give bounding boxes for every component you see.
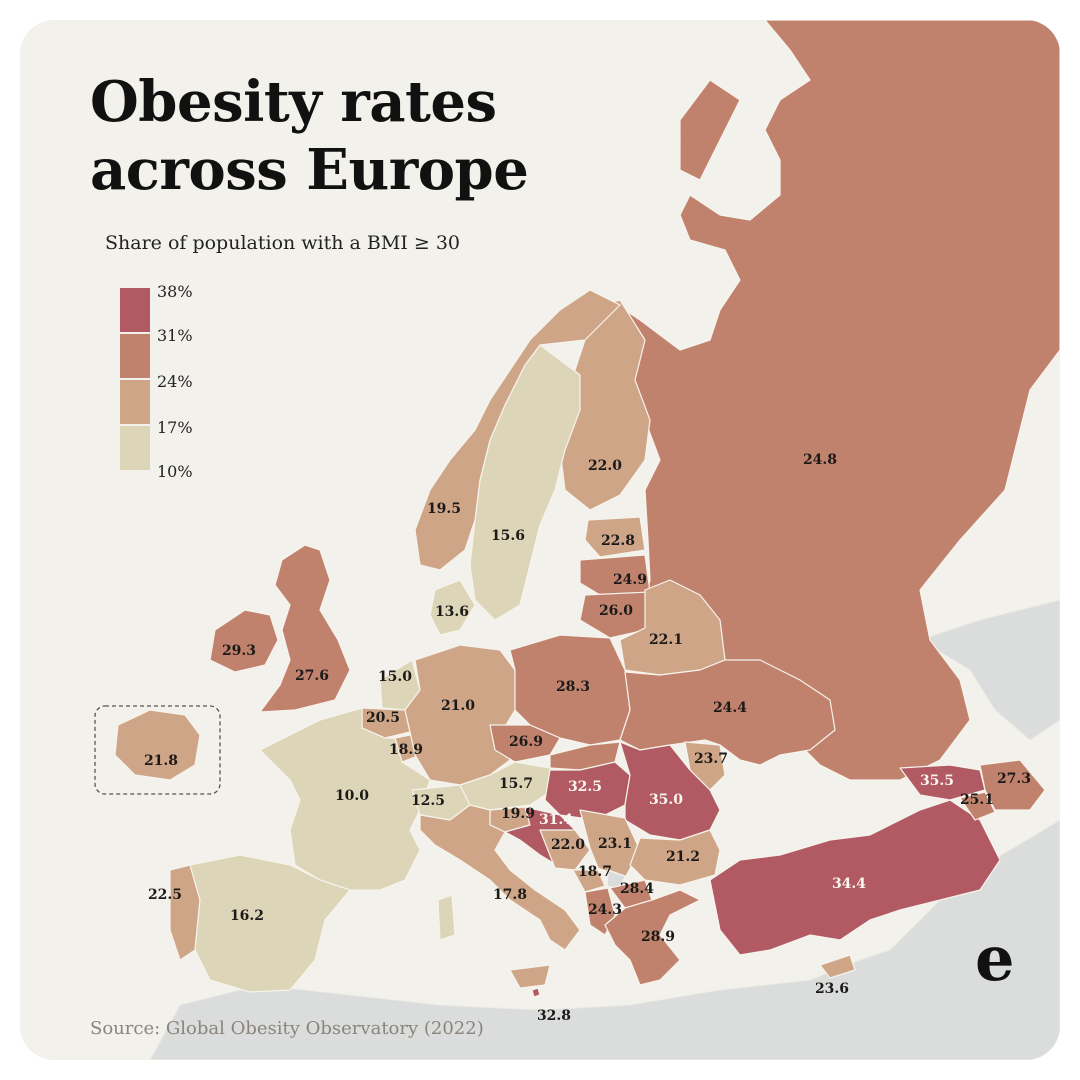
label-lithuania: 26.0 [599, 603, 633, 619]
label-croatia: 31.4 [539, 812, 573, 828]
title-line-1: Obesity rates [90, 69, 497, 135]
label-spain: 16.2 [230, 908, 264, 924]
legend-swatch-17-24 [120, 380, 150, 424]
label-azerbaijan: 27.3 [997, 771, 1031, 787]
region-montenegro[interactable] [572, 869, 606, 893]
north-africa-land [149, 819, 1060, 1060]
legend-tick-38: 38% [157, 282, 193, 301]
region-spain[interactable] [189, 854, 351, 993]
region-estonia[interactable] [584, 516, 646, 558]
legend-swatch-10-17 [120, 426, 150, 470]
region-novaya-zemlya [679, 79, 741, 181]
region-sardinia [437, 894, 456, 941]
label-moldova: 23.7 [694, 751, 728, 767]
label-norway: 19.5 [427, 501, 461, 517]
label-italy: 17.8 [493, 887, 527, 903]
region-germany[interactable] [404, 644, 516, 786]
countries [114, 20, 1060, 998]
label-austria: 15.7 [499, 776, 533, 792]
region-cyprus[interactable] [819, 954, 856, 979]
region-russia[interactable] [589, 20, 1060, 781]
region-ireland[interactable] [209, 609, 279, 673]
region-denmark[interactable] [429, 579, 476, 636]
page-title: Obesity rates across Europe [90, 68, 529, 204]
label-latvia: 24.9 [613, 572, 647, 588]
label-sweden: 15.6 [491, 528, 525, 544]
label-hungary: 32.5 [568, 779, 602, 795]
legend-swatch-31-38 [120, 288, 150, 332]
label-macedonia: 28.4 [620, 881, 654, 897]
region-lithuania[interactable] [579, 591, 651, 639]
label-czechia: 26.9 [509, 734, 543, 750]
label-montenegro: 18.7 [578, 864, 612, 880]
map-card: 24.8 22.0 15.6 19.5 22.8 24.9 26.0 22.1 … [20, 20, 1060, 1060]
label-uk: 27.6 [295, 668, 329, 684]
source-note: Source: Global Obesity Observatory (2022… [90, 1018, 484, 1039]
region-norway[interactable] [414, 289, 621, 571]
region-iceland[interactable] [114, 709, 201, 781]
label-netherlands: 15.0 [378, 669, 412, 685]
label-cyprus: 23.6 [815, 981, 849, 997]
label-ireland: 29.3 [222, 643, 256, 659]
label-turkey: 34.4 [832, 876, 866, 892]
label-bulgaria: 21.2 [666, 849, 700, 865]
legend-tick-17: 17% [157, 418, 193, 437]
iceland-inset-frame [94, 705, 221, 795]
label-luxembourg: 18.9 [389, 742, 423, 758]
label-armenia: 25.1 [960, 792, 994, 808]
legend-tick-24: 24% [157, 372, 193, 391]
legend-tick-10: 10% [157, 462, 193, 481]
region-armenia[interactable] [959, 791, 996, 821]
region-sicily [509, 964, 551, 989]
legend-swatch-24-31 [120, 334, 150, 378]
label-slovenia: 19.9 [501, 806, 535, 822]
value-labels: 24.8 22.0 15.6 19.5 22.8 24.9 26.0 22.1 … [144, 452, 1031, 1024]
label-russia: 24.8 [803, 452, 837, 468]
region-bulgaria[interactable] [629, 829, 721, 886]
title-line-2: across Europe [90, 137, 529, 203]
region-france[interactable] [259, 707, 431, 891]
label-france: 10.0 [335, 788, 369, 804]
label-albania: 24.3 [588, 902, 622, 918]
label-estonia: 22.8 [601, 533, 635, 549]
label-malta: 32.8 [537, 1008, 571, 1024]
label-denmark: 13.6 [435, 604, 469, 620]
label-finland: 22.0 [588, 458, 622, 474]
label-bosnia: 22.0 [551, 837, 585, 853]
label-romania: 35.0 [649, 792, 683, 808]
label-portugal: 22.5 [148, 887, 182, 903]
label-belgium: 20.5 [366, 710, 400, 726]
label-greece: 28.9 [641, 929, 675, 945]
europe-map: 24.8 22.0 15.6 19.5 22.8 24.9 26.0 22.1 … [94, 20, 1060, 1060]
label-germany: 21.0 [441, 698, 475, 714]
label-switzerland: 12.5 [411, 793, 445, 809]
label-iceland: 21.8 [144, 753, 178, 769]
region-uk[interactable] [259, 544, 351, 713]
region-serbia[interactable] [579, 809, 641, 879]
non-europe-land [149, 599, 1060, 1060]
caspian-region-land [918, 599, 1060, 741]
label-poland: 28.3 [556, 679, 590, 695]
label-belarus: 22.1 [649, 632, 683, 648]
region-greece[interactable] [604, 889, 701, 986]
brand-logo: e [975, 922, 1015, 995]
label-georgia: 35.5 [920, 773, 954, 789]
region-malta[interactable] [531, 987, 541, 998]
region-turkey[interactable] [709, 799, 1001, 956]
region-bosnia[interactable] [539, 829, 591, 871]
region-italy[interactable] [419, 804, 581, 951]
map-subtitle: Share of population with a BMI ≥ 30 [105, 232, 461, 254]
legend-tick-31: 31% [157, 326, 193, 345]
region-moldova[interactable] [684, 741, 726, 791]
region-azerbaijan[interactable] [979, 759, 1046, 811]
label-serbia: 23.1 [598, 836, 632, 852]
label-ukraine: 24.4 [713, 700, 747, 716]
region-poland[interactable] [509, 634, 631, 746]
